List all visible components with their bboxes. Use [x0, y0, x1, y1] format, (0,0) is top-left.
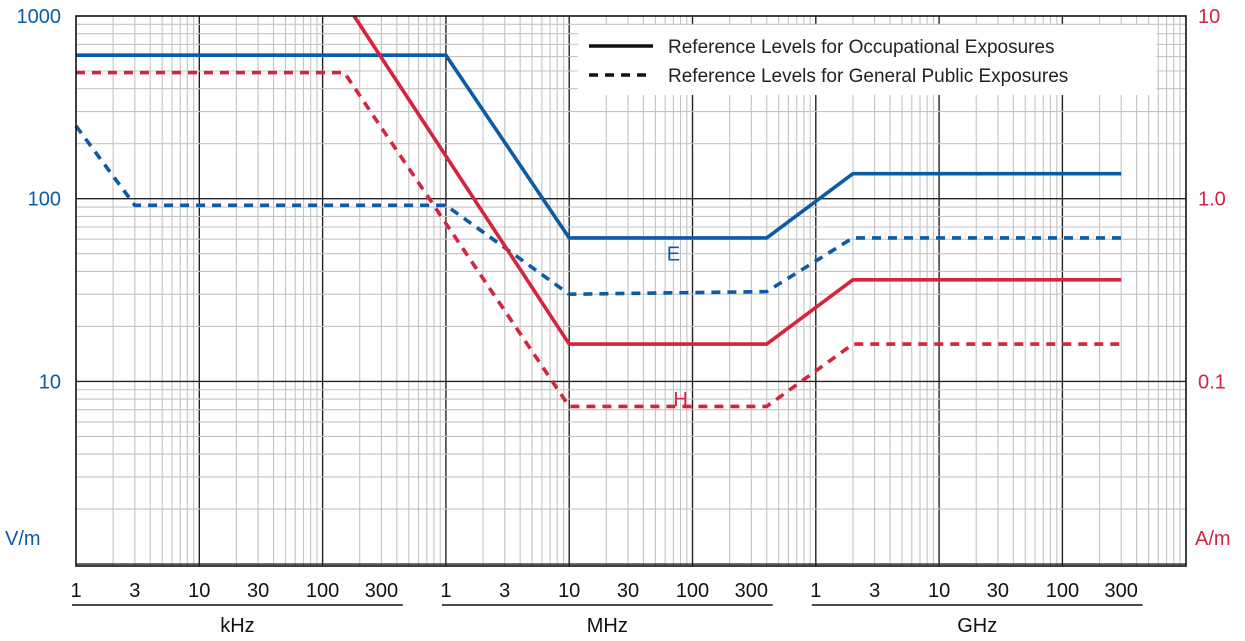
x-tick-label: 30 — [617, 580, 639, 602]
x-tick-label: 10 — [188, 580, 210, 602]
x-group-label-khz: kHz — [220, 615, 254, 637]
y-right-tick-label: 1.0 — [1198, 189, 1226, 211]
x-tick-label: 3 — [869, 580, 880, 602]
x-tick-label: 100 — [676, 580, 709, 602]
axis-labels: V/m A/m E H 1000 100 10 10 1.0 0.1 1 3 10 30 100 300 1… — [5, 6, 1231, 637]
plot-frame — [75, 15, 1187, 567]
legend-label-general-public: Reference Levels for General Public Expo… — [668, 66, 1068, 87]
legend: Reference Levels for Occupational Exposu… — [578, 25, 1156, 95]
series-h-general-public-line — [76, 70, 1122, 409]
x-tick-label: 1 — [70, 580, 81, 602]
x-tick-label: 30 — [247, 580, 269, 602]
x-tick-label: 30 — [987, 580, 1009, 602]
annotation-h-label: H — [673, 389, 687, 411]
x-group-label-ghz: GHz — [957, 615, 997, 637]
x-tick-label: 3 — [499, 580, 510, 602]
x-tick-label: 10 — [928, 580, 950, 602]
y-right-tick-label: 0.1 — [1198, 371, 1226, 393]
y-left-tick-label: 100 — [28, 189, 61, 211]
series-e-occupational-line — [76, 53, 1122, 240]
legend-background — [578, 25, 1156, 95]
right-axis-unit-label: A/m — [1195, 528, 1231, 550]
x-group-label-mhz: MHz — [587, 615, 628, 637]
series-e-general-public-line — [74, 124, 1122, 297]
x-tick-label: 100 — [306, 580, 339, 602]
x-tick-label: 1 — [440, 580, 451, 602]
left-axis-unit-label: V/m — [5, 528, 41, 550]
annotation-e-label: E — [667, 244, 680, 266]
series-h-occupational-line — [352, 15, 1122, 346]
x-tick-label: 300 — [1105, 580, 1138, 602]
grid — [76, 16, 1186, 566]
y-right-tick-label: 10 — [1198, 6, 1220, 28]
legend-label-occupational: Reference Levels for Occupational Exposu… — [668, 37, 1055, 58]
series-layer — [74, 15, 1122, 409]
x-tick-label: 3 — [129, 580, 140, 602]
x-tick-label: 300 — [365, 580, 398, 602]
x-tick-label: 10 — [558, 580, 580, 602]
y-left-tick-label: 10 — [39, 371, 61, 393]
x-tick-label: 300 — [735, 580, 768, 602]
axes — [75, 15, 1187, 567]
x-tick-label: 100 — [1046, 580, 1079, 602]
x-tick-label: 1 — [810, 580, 821, 602]
y-left-tick-label: 1000 — [17, 6, 62, 28]
